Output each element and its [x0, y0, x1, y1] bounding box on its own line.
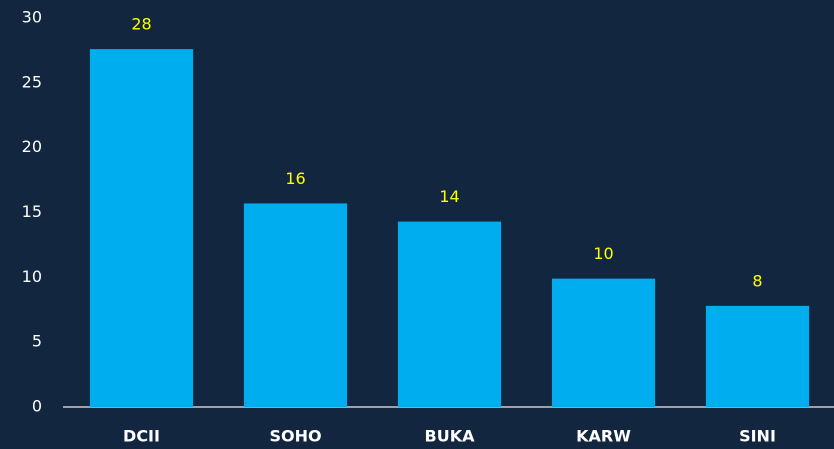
bar [551, 278, 656, 407]
value-label: 28 [131, 15, 151, 34]
value-label: 8 [752, 271, 762, 290]
y-tick-label: 30 [22, 8, 42, 27]
y-tick-label: 20 [22, 137, 42, 156]
x-tick-label: BUKA [425, 427, 476, 446]
value-label: 10 [593, 244, 613, 263]
bar [705, 305, 810, 407]
bar [397, 221, 502, 407]
x-tick-label: KARW [576, 427, 631, 446]
x-tick-label: SINI [739, 427, 776, 446]
bar [89, 49, 194, 408]
x-tick-label: DCII [123, 427, 160, 446]
x-tick-label: SOHO [269, 427, 321, 446]
bar [243, 203, 348, 407]
y-tick-label: 5 [32, 332, 42, 351]
value-label: 14 [439, 187, 459, 206]
y-tick-label: 25 [22, 72, 42, 91]
value-label: 16 [285, 169, 305, 188]
y-tick-label: 0 [32, 397, 42, 416]
y-tick-label: 15 [22, 202, 42, 221]
y-tick-label: 10 [22, 267, 42, 286]
